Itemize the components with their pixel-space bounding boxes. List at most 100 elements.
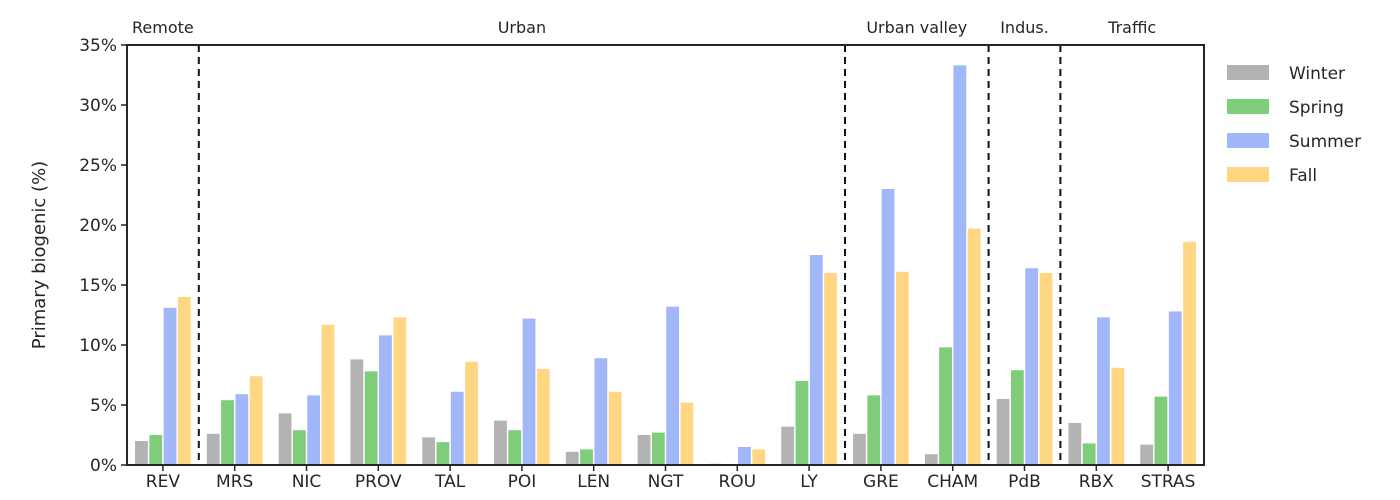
bar-fall-tal [465,361,478,465]
bar-summer-prov [379,335,392,465]
y-tick-label: 30% [79,96,117,116]
bar-fall-ngt [680,402,694,465]
legend-label-fall: Fall [1289,166,1317,186]
x-tick-label: ROU [718,472,756,492]
bar-fall-gre [895,271,909,465]
bar-winter-gre [853,433,866,465]
bar-winter-rbx [1068,423,1082,465]
bar-winter-ngt [637,435,651,465]
bar-spring-tal [436,442,450,465]
y-tick-label: 20% [79,216,117,236]
x-tick-label: MRS [216,472,253,492]
bar-summer-len [594,358,608,465]
x-tick-label: STRAS [1141,472,1196,492]
bar-spring-prov [364,371,378,465]
group-label: Traffic [1107,18,1156,37]
x-tick-label: NIC [292,472,322,492]
bar-spring-pdb [1010,370,1024,465]
y-tick-label: 0% [90,456,117,476]
bar-winter-rev [135,441,148,465]
bar-summer-mrs [235,394,249,465]
bar-winter-len [565,451,579,465]
y-tick-label: 35% [79,36,117,56]
bar-fall-len [608,391,622,465]
bar-fall-rev [177,297,191,465]
bar-fall-poi [536,369,550,465]
bar-summer-rou [738,447,751,465]
bar-summer-rev [163,307,177,465]
bar-spring-cham [939,347,952,465]
group-label: Urban [498,18,546,37]
y-tick-label: 5% [90,396,117,416]
bars [135,65,1196,466]
bar-spring-gre [867,395,881,465]
bar-fall-mrs [249,376,263,465]
bar-fall-rbx [1111,367,1125,465]
group-separators [126,45,1062,465]
bar-winter-ly [781,426,795,465]
x-tick-label: REV [146,472,181,492]
legend-label-summer: Summer [1289,132,1361,152]
bar-summer-poi [522,318,536,465]
bar-summer-stras [1168,311,1182,465]
bar-winter-prov [350,359,364,465]
bar-winter-cham [924,454,938,465]
group-label: Indus. [1000,18,1049,37]
bar-spring-poi [508,430,522,465]
bar-fall-pdb [1039,273,1053,465]
y-tick-label: 15% [79,276,117,296]
bar-summer-nic [307,395,321,465]
bar-spring-ngt [651,432,665,465]
bar-summer-gre [881,189,895,465]
group-label: Remote [132,18,194,37]
bar-spring-rbx [1082,443,1096,465]
bar-fall-cham [967,228,981,465]
y-axis-ticks: 0% 5% 10% 15% 20% 25% 30% 35% [79,36,127,476]
x-tick-label: GRE [863,472,899,492]
group-label: Urban valley [866,18,967,37]
bar-fall-prov [393,317,407,465]
bar-winter-poi [494,420,507,465]
y-axis-title: Primary biogenic (%) [29,161,50,349]
x-tick-label: NGT [648,472,684,492]
bar-summer-rbx [1097,317,1110,465]
bar-spring-len [580,449,593,465]
x-tick-label: PdB [1008,472,1041,492]
bar-fall-stras [1183,241,1196,465]
legend-swatch-summer [1227,133,1269,148]
legend-swatch-fall [1227,167,1269,182]
bar-winter-stras [1140,444,1154,465]
x-tick-label: LY [800,472,818,492]
x-tick-label: PROV [355,472,402,492]
bar-spring-stras [1154,396,1168,465]
bar-summer-ly [809,255,823,465]
bar-summer-pdb [1025,268,1039,465]
y-tick-label: 25% [79,156,117,176]
bar-spring-nic [292,430,306,465]
x-axis-ticks: REV MRS NIC PROV TAL POI LEN NGT ROU LY GRE CHAM PdB… [146,465,1196,492]
bar-winter-mrs [206,433,220,465]
bar-spring-ly [795,381,809,465]
legend: Winter Spring Summer Fall [1227,64,1361,186]
bar-fall-rou [752,449,766,465]
bar-fall-nic [321,324,335,465]
bar-spring-mrs [221,400,234,465]
legend-swatch-spring [1227,99,1269,114]
bar-summer-ngt [666,306,680,465]
legend-label-spring: Spring [1289,98,1344,118]
bar-winter-tal [422,437,436,465]
x-tick-label: RBX [1079,472,1114,492]
bar-spring-rev [149,435,163,465]
x-tick-label: TAL [434,472,466,492]
legend-swatch-winter [1227,65,1269,80]
y-tick-label: 10% [79,336,117,356]
legend-label-winter: Winter [1289,64,1345,84]
bar-winter-pdb [996,399,1010,465]
group-labels: Remote Urban Urban valley Indus. Traffic [132,18,1156,37]
bar-winter-nic [278,413,292,465]
bar-summer-tal [450,391,464,465]
x-tick-label: LEN [577,472,610,492]
x-tick-label: POI [508,472,537,492]
x-tick-label: CHAM [927,472,978,492]
